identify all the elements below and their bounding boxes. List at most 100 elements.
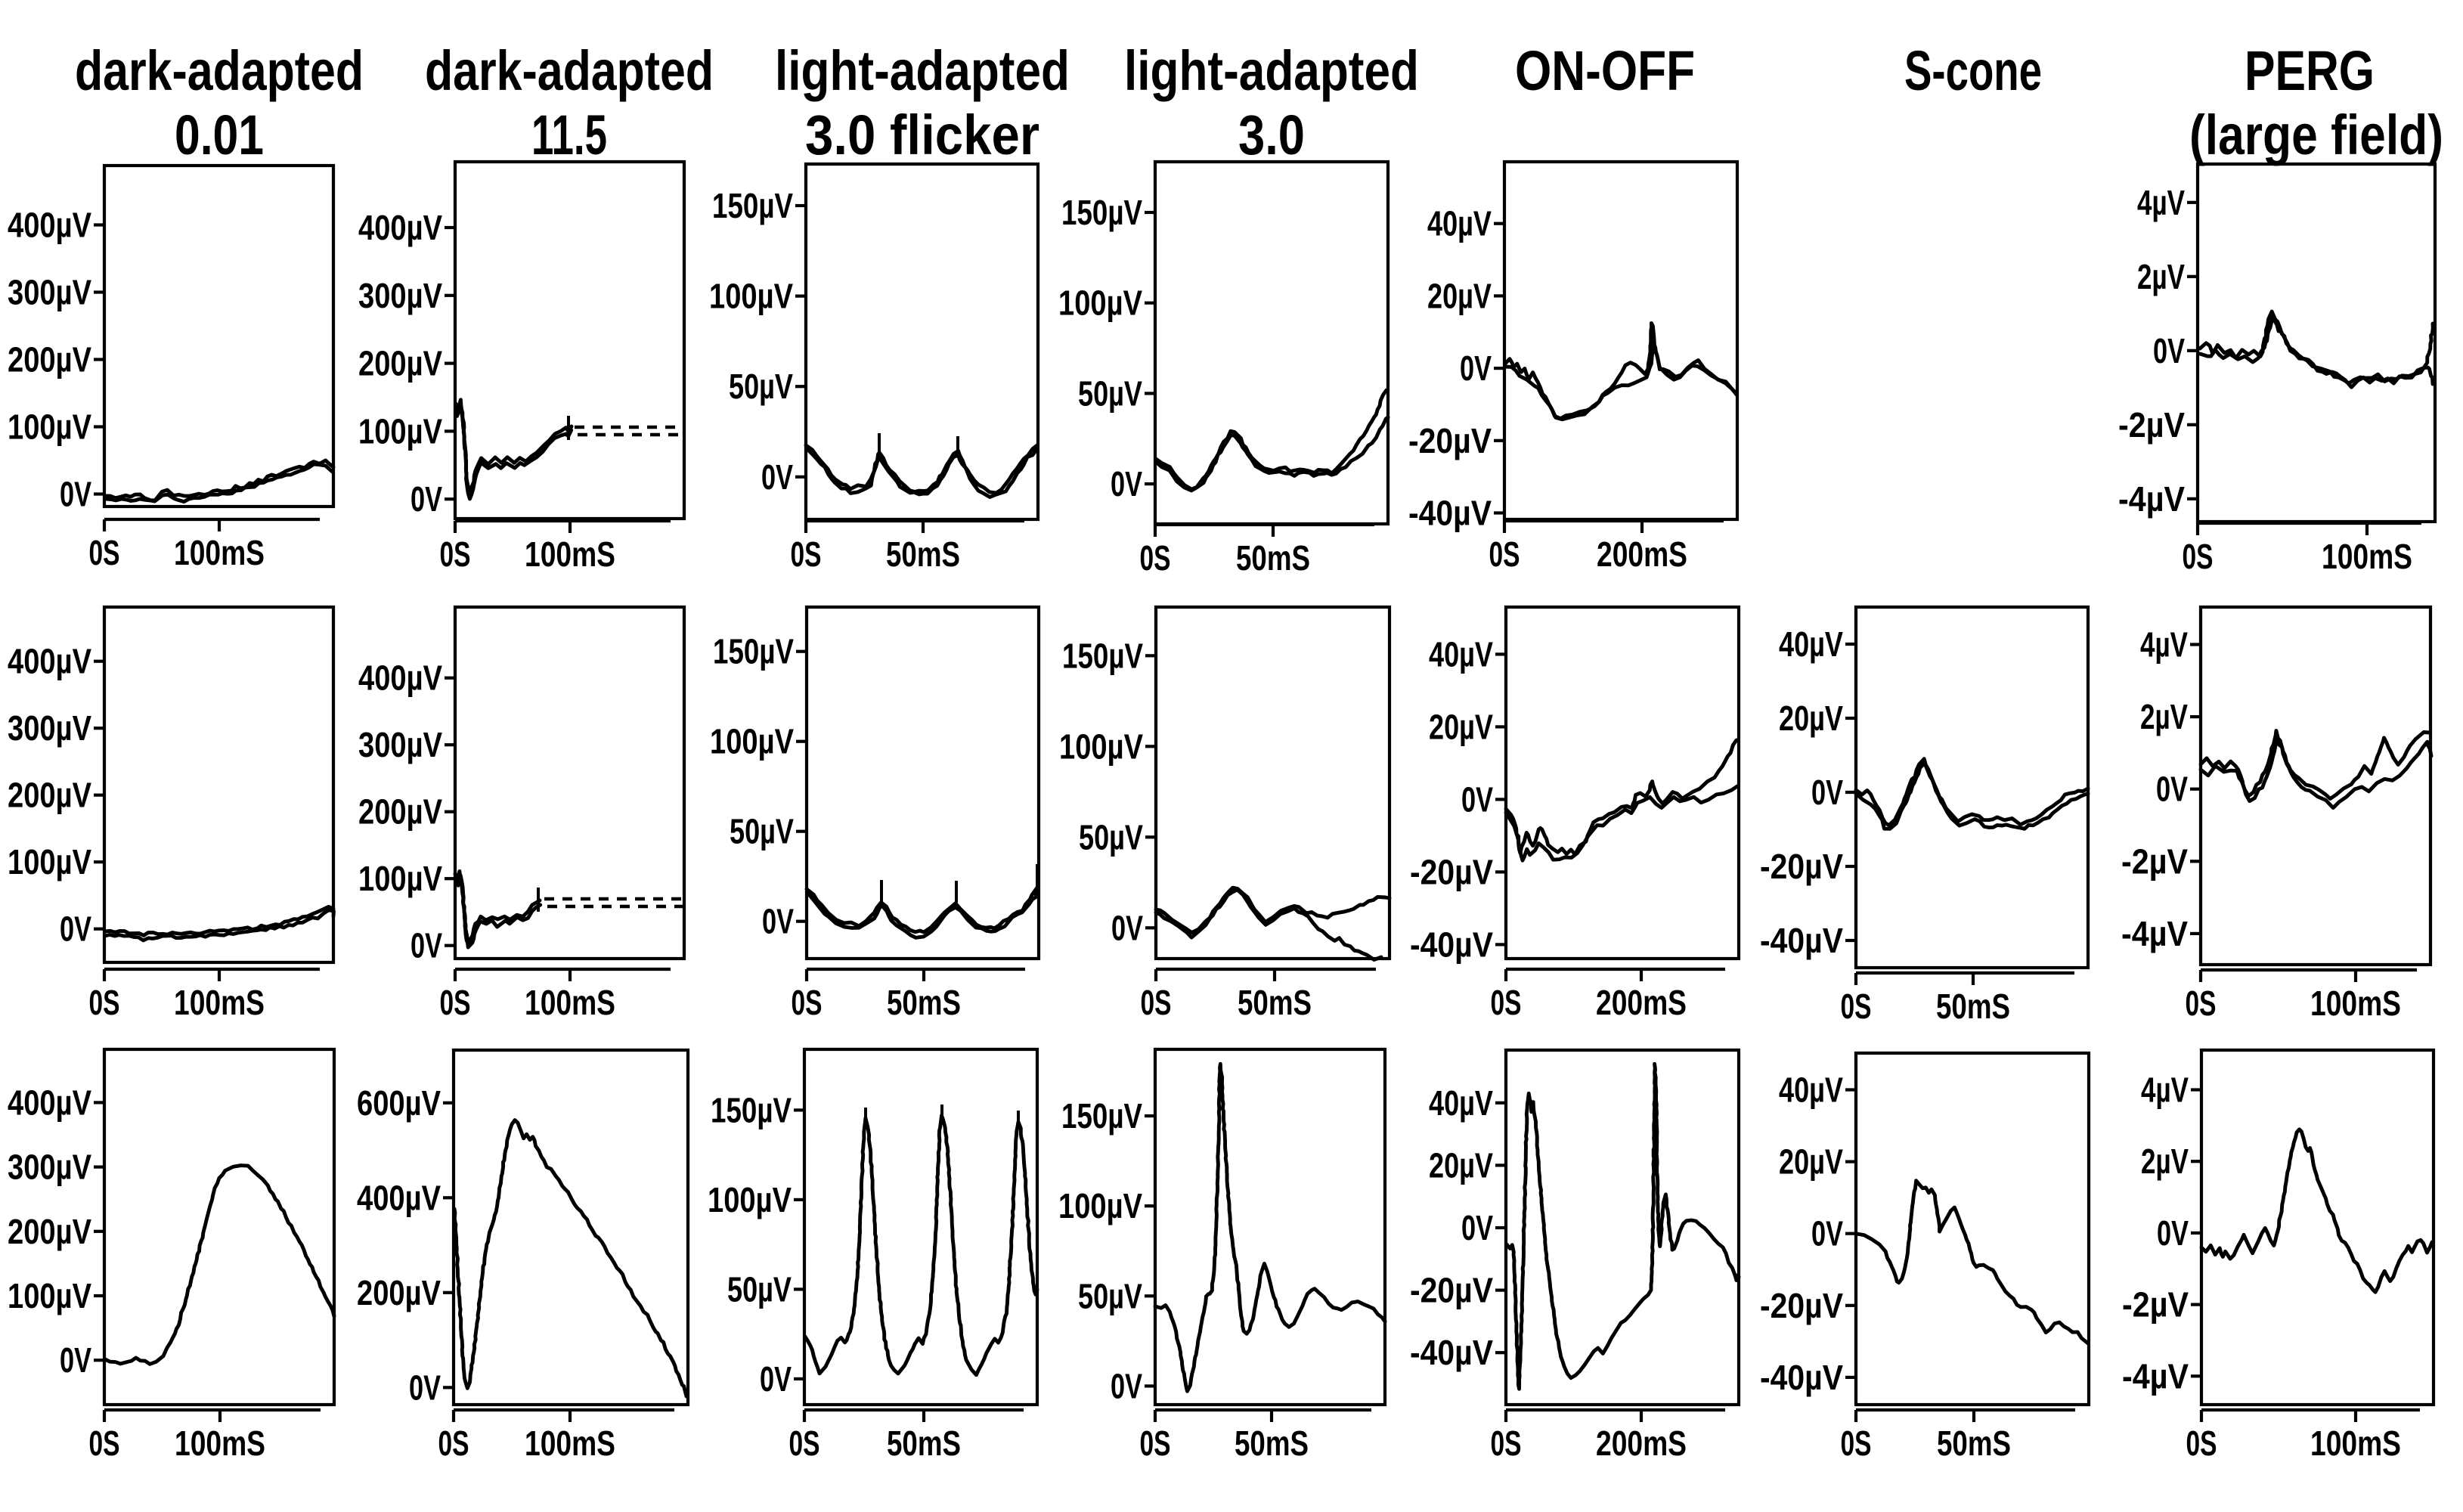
- svg-text:50µV: 50µV: [1078, 373, 1142, 413]
- svg-text:0V: 0V: [1811, 1214, 1843, 1253]
- svg-text:150µV: 150µV: [712, 186, 793, 225]
- svg-text:50mS: 50mS: [1937, 1424, 2011, 1463]
- svg-text:0V: 0V: [410, 926, 442, 965]
- svg-text:0V: 0V: [760, 1359, 792, 1399]
- svg-text:50µV: 50µV: [730, 812, 794, 851]
- svg-text:100mS: 100mS: [2310, 984, 2401, 1023]
- svg-text:300µV: 300µV: [358, 276, 442, 315]
- svg-text:100mS: 100mS: [2322, 537, 2412, 576]
- svg-text:-40µV: -40µV: [1760, 1358, 1843, 1397]
- svg-text:400µV: 400µV: [8, 206, 91, 245]
- svg-text:100µV: 100µV: [8, 1276, 91, 1315]
- svg-text:-40µV: -40µV: [1408, 494, 1492, 533]
- svg-text:0S: 0S: [1140, 1424, 1171, 1463]
- svg-text:400µV: 400µV: [358, 208, 442, 247]
- svg-text:100µV: 100µV: [708, 1180, 792, 1219]
- svg-text:50µV: 50µV: [729, 367, 793, 406]
- svg-text:50mS: 50mS: [1238, 983, 1312, 1022]
- svg-text:0S: 0S: [89, 1424, 120, 1463]
- svg-text:2µV: 2µV: [2137, 257, 2185, 296]
- svg-text:0V: 0V: [2156, 770, 2188, 809]
- svg-text:ON-OFF: ON-OFF: [1515, 39, 1695, 102]
- svg-text:40µV: 40µV: [1779, 624, 1843, 664]
- svg-text:50mS: 50mS: [886, 534, 960, 574]
- svg-text:0S: 0S: [1489, 534, 1520, 574]
- svg-text:4µV: 4µV: [2140, 625, 2188, 665]
- svg-text:-4µV: -4µV: [2122, 1356, 2189, 1396]
- svg-text:3.0: 3.0: [1238, 104, 1305, 166]
- svg-text:150µV: 150µV: [1061, 193, 1142, 232]
- svg-text:400µV: 400µV: [357, 1178, 441, 1217]
- svg-text:400µV: 400µV: [8, 642, 91, 681]
- svg-text:0V: 0V: [1111, 464, 1142, 503]
- svg-text:100mS: 100mS: [175, 1424, 265, 1463]
- svg-text:0S: 0S: [438, 1424, 469, 1463]
- svg-text:2µV: 2µV: [2141, 1142, 2189, 1181]
- svg-text:100mS: 100mS: [174, 983, 265, 1022]
- svg-text:0V: 0V: [2157, 1213, 2189, 1253]
- svg-text:-2µV: -2µV: [2121, 841, 2188, 881]
- svg-text:-2µV: -2µV: [2122, 1285, 2189, 1325]
- svg-text:200µV: 200µV: [358, 344, 442, 383]
- svg-text:0V: 0V: [60, 475, 91, 514]
- svg-text:40µV: 40µV: [1779, 1070, 1843, 1110]
- svg-text:400µV: 400µV: [8, 1083, 91, 1122]
- svg-text:-40µV: -40µV: [1410, 925, 1493, 964]
- svg-text:100µV: 100µV: [710, 722, 794, 761]
- svg-text:light-adapted: light-adapted: [1124, 39, 1419, 102]
- svg-text:2µV: 2µV: [2140, 697, 2188, 736]
- svg-text:0V: 0V: [410, 479, 442, 519]
- svg-text:300µV: 300µV: [8, 708, 91, 748]
- svg-text:50mS: 50mS: [887, 1424, 961, 1463]
- svg-text:20µV: 20µV: [1427, 276, 1492, 315]
- svg-text:150µV: 150µV: [1061, 1096, 1142, 1136]
- svg-text:0V: 0V: [60, 909, 91, 949]
- svg-text:PERG: PERG: [2245, 39, 2375, 102]
- svg-text:50µV: 50µV: [1078, 1276, 1142, 1315]
- svg-text:-20µV: -20µV: [1410, 1271, 1493, 1310]
- svg-text:100µV: 100µV: [709, 277, 793, 316]
- svg-text:0S: 0S: [1141, 983, 1172, 1022]
- svg-text:100µV: 100µV: [358, 859, 442, 898]
- svg-text:0S: 0S: [2186, 1424, 2217, 1463]
- svg-text:0V: 0V: [409, 1368, 441, 1407]
- svg-text:-20µV: -20µV: [1760, 847, 1843, 886]
- svg-text:100mS: 100mS: [525, 534, 615, 574]
- svg-text:0S: 0S: [2183, 537, 2214, 576]
- svg-text:3.0 flicker: 3.0 flicker: [805, 104, 1039, 166]
- svg-text:100mS: 100mS: [174, 533, 265, 572]
- svg-text:0S: 0S: [791, 534, 822, 574]
- svg-text:0S: 0S: [1841, 987, 1872, 1026]
- svg-text:-40µV: -40µV: [1410, 1333, 1493, 1372]
- svg-text:20µV: 20µV: [1779, 1142, 1843, 1182]
- svg-text:0S: 0S: [1491, 983, 1522, 1022]
- svg-text:-20µV: -20µV: [1760, 1286, 1843, 1325]
- svg-text:4µV: 4µV: [2137, 183, 2185, 222]
- svg-text:-40µV: -40µV: [1760, 921, 1843, 960]
- svg-text:100µV: 100µV: [1059, 727, 1143, 766]
- svg-text:100mS: 100mS: [525, 1424, 615, 1463]
- svg-text:50µV: 50µV: [1079, 817, 1143, 857]
- svg-text:0S: 0S: [789, 1424, 820, 1463]
- svg-text:0V: 0V: [1811, 773, 1843, 812]
- svg-text:40µV: 40µV: [1429, 1083, 1493, 1123]
- svg-text:S-cone: S-cone: [1904, 39, 2042, 102]
- svg-text:100µV: 100µV: [8, 842, 91, 881]
- svg-text:100µV: 100µV: [1058, 1186, 1142, 1225]
- svg-text:200µV: 200µV: [358, 792, 442, 832]
- svg-text:4µV: 4µV: [2141, 1070, 2189, 1110]
- svg-text:0V: 0V: [1460, 349, 1492, 388]
- svg-text:0V: 0V: [1461, 1208, 1493, 1247]
- svg-text:100µV: 100µV: [358, 411, 442, 451]
- svg-text:0V: 0V: [2153, 331, 2185, 370]
- svg-text:200µV: 200µV: [8, 340, 91, 380]
- svg-text:0S: 0S: [1841, 1424, 1872, 1463]
- svg-text:200µV: 200µV: [8, 776, 91, 815]
- svg-text:0S: 0S: [89, 983, 120, 1022]
- svg-text:150µV: 150µV: [711, 1090, 792, 1129]
- svg-text:40µV: 40µV: [1429, 634, 1493, 674]
- svg-text:0V: 0V: [60, 1340, 91, 1380]
- svg-text:50mS: 50mS: [1236, 538, 1310, 578]
- svg-text:100µV: 100µV: [8, 407, 91, 447]
- svg-text:50mS: 50mS: [1235, 1424, 1309, 1463]
